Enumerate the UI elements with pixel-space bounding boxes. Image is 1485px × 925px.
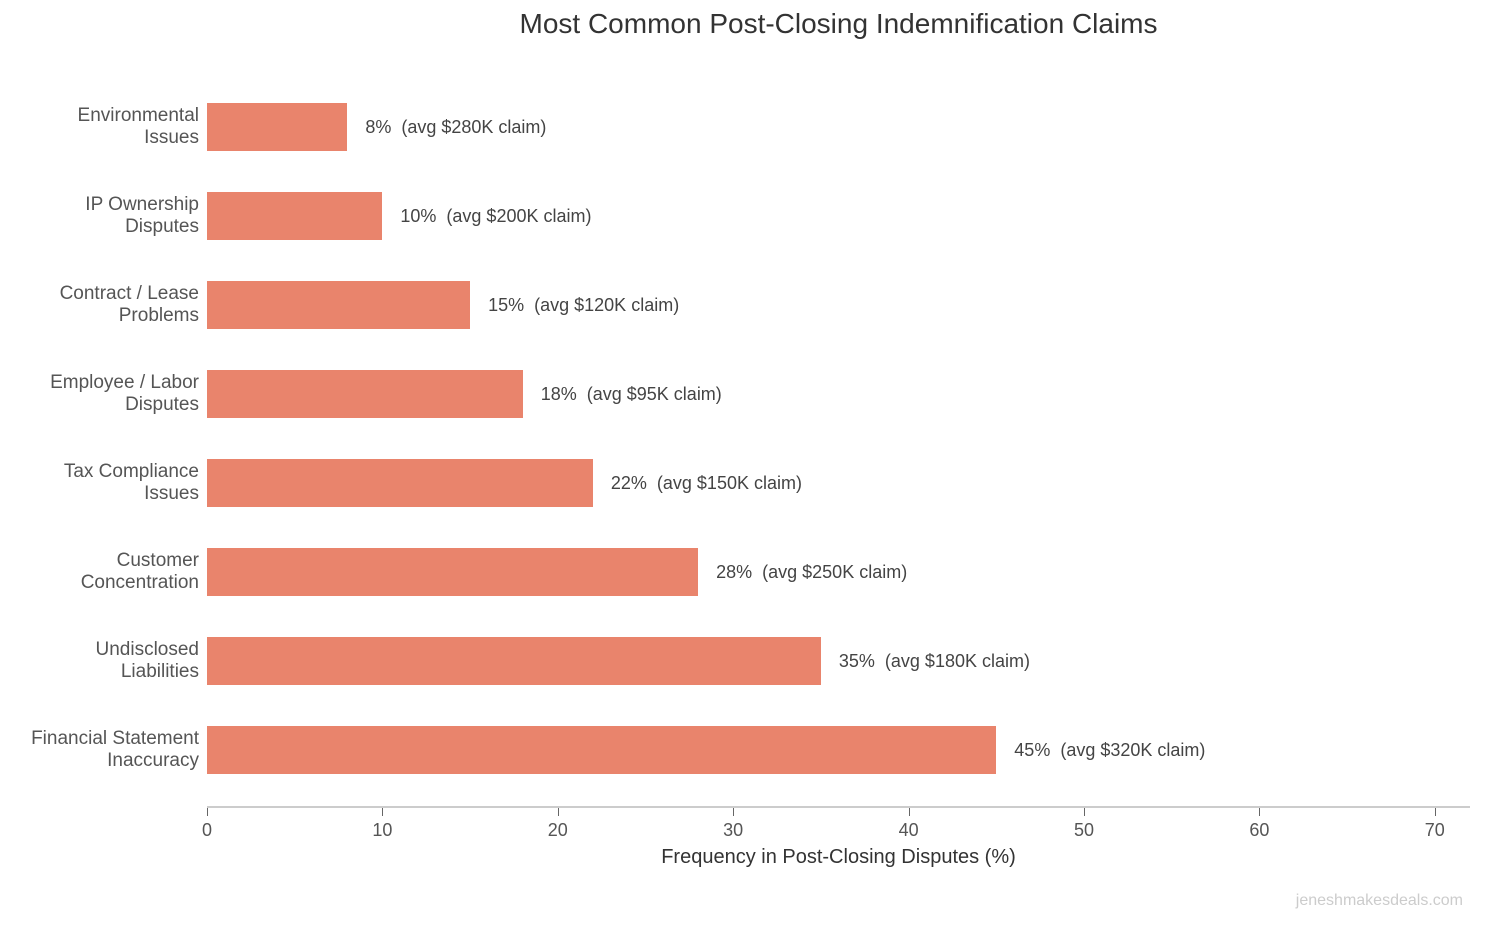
bar-value-label: 22% (avg $150K claim)	[610, 473, 802, 493]
category-label: Financial Statement Inaccuracy	[31, 728, 199, 771]
bar-value-label: 8% (avg $280K claim)	[365, 117, 547, 137]
x-tick-label: 0	[201, 820, 212, 840]
bar-value-label: 10% (avg $200K claim)	[400, 206, 592, 226]
bar	[207, 726, 997, 774]
bar-value-label: 45% (avg $320K claim)	[1014, 740, 1206, 760]
category-label: Employee / Labor Disputes	[50, 372, 199, 415]
x-tick	[382, 808, 384, 816]
x-tick-label: 20	[547, 820, 568, 840]
x-tick-label: 70	[1424, 820, 1445, 840]
bar	[207, 281, 471, 329]
category-label: Customer Concentration	[80, 550, 199, 593]
x-tick	[1434, 808, 1436, 816]
bar	[207, 459, 593, 507]
x-tick	[1084, 808, 1085, 816]
bar-value-label: 15% (avg $120K claim)	[488, 295, 680, 315]
bar	[207, 637, 821, 685]
category-label: Environmental Issues	[77, 105, 199, 148]
x-tick	[557, 808, 559, 816]
bar-value-label: 35% (avg $180K claim)	[838, 651, 1030, 671]
bar	[207, 103, 348, 151]
category-label: Undisclosed Liabilities	[95, 639, 200, 682]
bar	[207, 192, 383, 240]
x-axis-label: Frequency in Post-Closing Disputes (%)	[661, 846, 1016, 868]
category-label: IP Ownership Disputes	[85, 194, 199, 237]
x-tick	[908, 808, 910, 816]
category-label: Contract / Lease Problems	[59, 283, 199, 326]
category-label: Tax Compliance Issues	[63, 461, 199, 504]
chart-title: Most Common Post-Closing Indemnification…	[519, 8, 1158, 39]
x-tick-label: 10	[372, 820, 393, 840]
x-tick-label: 50	[1073, 820, 1095, 840]
x-tick-label: 40	[898, 820, 919, 840]
x-tick	[1259, 808, 1261, 816]
bar	[207, 370, 523, 418]
bar-value-label: 18% (avg $95K claim)	[540, 384, 722, 404]
x-tick-label: 60	[1249, 820, 1270, 840]
bar-value-label: 28% (avg $250K claim)	[716, 562, 908, 582]
x-tick	[733, 808, 735, 816]
x-axis-line	[207, 806, 1470, 808]
x-tick-label: 30	[723, 820, 744, 840]
watermark: jeneshmakesdeals.com	[1295, 892, 1463, 909]
bar	[207, 548, 699, 596]
x-tick	[207, 808, 208, 816]
